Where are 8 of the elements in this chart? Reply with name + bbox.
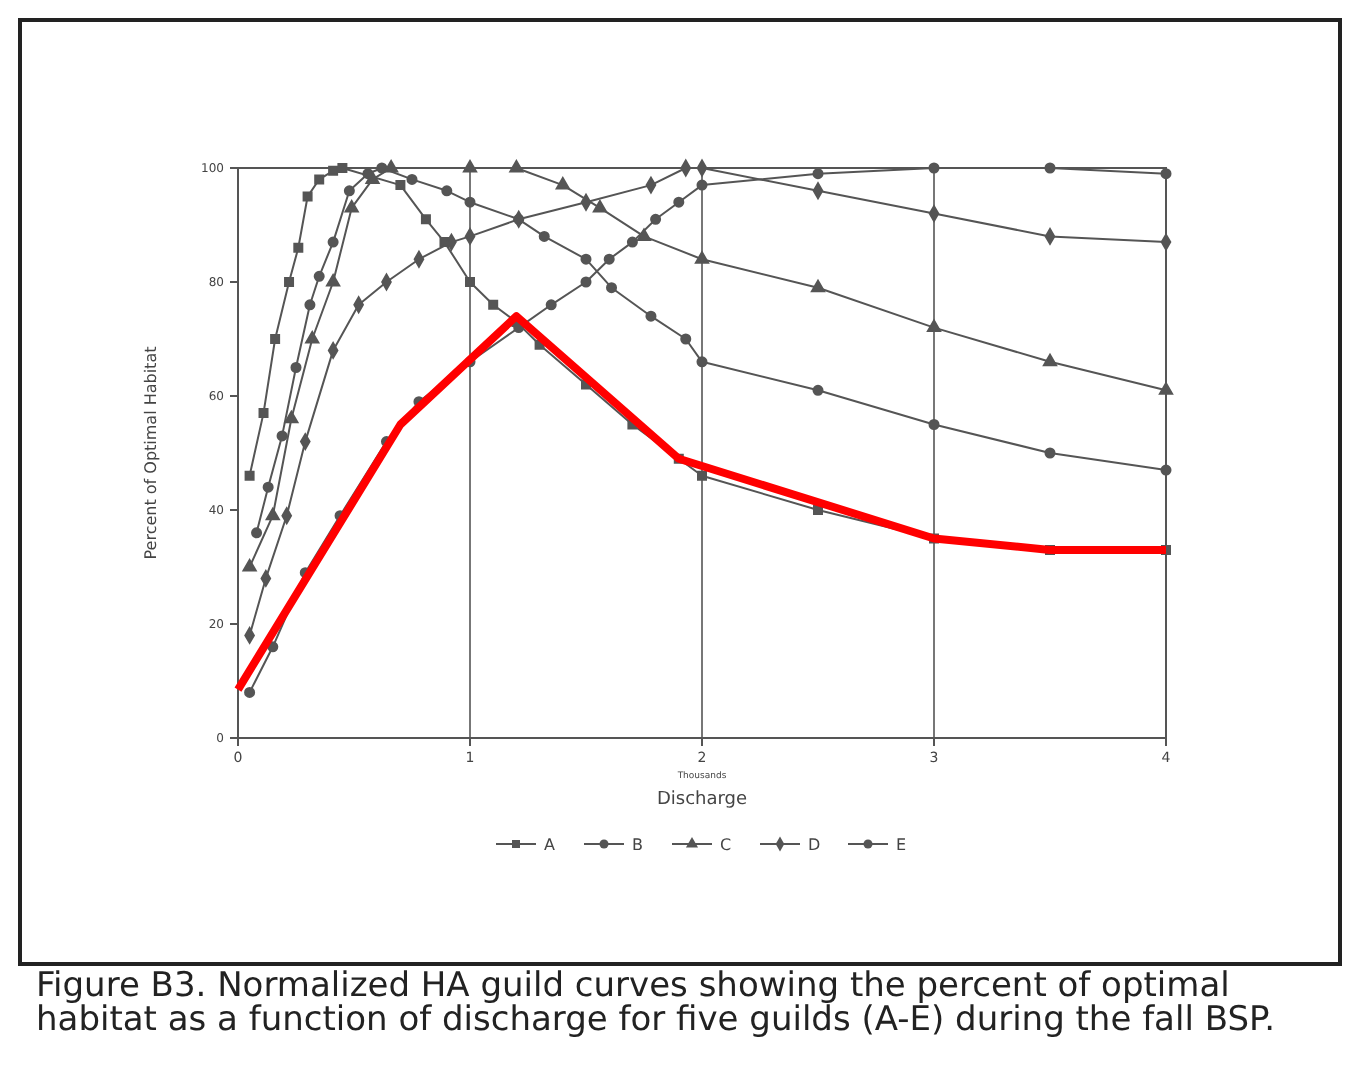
legend-label: D <box>808 836 821 854</box>
legend-label: B <box>632 836 643 854</box>
legend-label: A <box>544 836 556 854</box>
legend-label: C <box>720 836 732 854</box>
legend-label: E <box>896 836 907 854</box>
caption: Figure B3. Normalized HA guild curves showing the percent of optimal habitat as a function of discharge for five guilds (A-E) during the fall BSP. <box>36 966 1275 1040</box>
x-axis-title: Discharge <box>656 790 748 810</box>
y-axis-title: Percent of Optimal Habitat <box>142 346 160 560</box>
